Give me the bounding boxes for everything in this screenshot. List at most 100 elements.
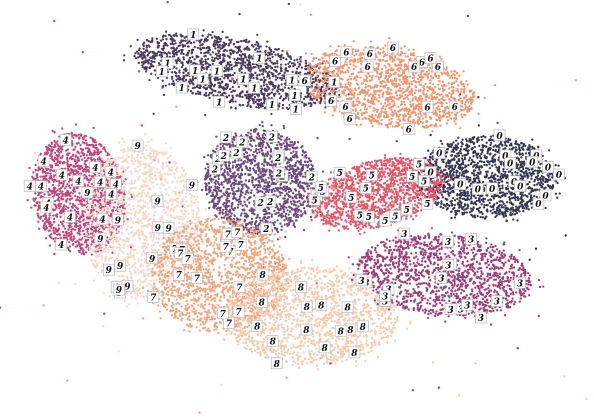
- digit-thumbnail-6: 6: [448, 100, 461, 113]
- digit-glyph: 5: [363, 185, 369, 195]
- digit-glyph: 6: [367, 50, 374, 60]
- digit-glyph: 4: [59, 171, 65, 181]
- digit-thumbnail-4: 4: [64, 211, 76, 224]
- digit-glyph: 2: [214, 155, 221, 165]
- digit-glyph: 7: [237, 241, 244, 251]
- digit-glyph: 3: [447, 306, 453, 316]
- digit-thumbnail-9: 9: [151, 194, 164, 207]
- digit-glyph: 4: [108, 191, 114, 201]
- digit-thumbnail-9: 9: [114, 259, 126, 272]
- cluster-3-points: [218, 121, 545, 392]
- digit-glyph: 2: [274, 154, 281, 164]
- digit-glyph: 5: [337, 169, 343, 179]
- digit-glyph: 1: [269, 101, 275, 111]
- digit-glyph: 6: [435, 63, 442, 73]
- digit-thumbnail-2: 2: [230, 146, 243, 159]
- digit-glyph: 2: [262, 225, 269, 235]
- digit-glyph: 0: [427, 169, 434, 179]
- digit-glyph: 7: [225, 230, 232, 240]
- digit-glyph: 9: [117, 262, 124, 272]
- digit-thumbnail-1: 1: [286, 74, 298, 86]
- digit-glyph: 8: [298, 283, 305, 293]
- digit-thumbnail-1: 1: [189, 64, 201, 77]
- digit-thumbnail-0: 0: [471, 183, 484, 196]
- digit-glyph: 5: [404, 206, 410, 216]
- digit-glyph: 8: [344, 304, 351, 314]
- digit-glyph: 4: [43, 204, 49, 214]
- digit-glyph: 6: [364, 63, 371, 73]
- digit-glyph: 2: [222, 134, 229, 144]
- digit-thumbnail-4: 4: [59, 134, 72, 147]
- digit-thumbnail-9: 9: [94, 232, 107, 245]
- digit-glyph: 7: [226, 319, 233, 329]
- digit-thumbnail-0: 0: [433, 147, 446, 160]
- digit-thumbnail-1: 1: [196, 73, 209, 85]
- digit-glyph: 7: [235, 308, 242, 318]
- digit-glyph: 0: [507, 160, 514, 170]
- digit-glyph: 3: [438, 274, 444, 284]
- digit-thumbnail-7: 7: [181, 252, 194, 265]
- digit-glyph: 9: [84, 189, 91, 199]
- digit-thumbnail-8: 8: [266, 335, 279, 348]
- digit-thumbnail-9: 9: [131, 139, 144, 152]
- digit-glyph: 8: [304, 303, 311, 313]
- digit-thumbnail-4: 4: [94, 175, 106, 188]
- digit-glyph: 8: [360, 323, 367, 333]
- digit-thumbnail-8: 8: [270, 357, 283, 370]
- digit-glyph: 5: [369, 172, 375, 182]
- digit-thumbnail-4: 4: [55, 238, 67, 251]
- digit-glyph: 4: [92, 164, 98, 174]
- digit-glyph: 6: [427, 55, 434, 65]
- digit-thumbnail-8: 8: [348, 346, 361, 359]
- digit-glyph: 5: [421, 177, 427, 187]
- digit-glyph: 1: [164, 60, 170, 70]
- digit-glyph: 9: [154, 197, 161, 207]
- digit-thumbnail-5: 5: [345, 191, 358, 204]
- digit-glyph: 9: [106, 266, 113, 276]
- digit-thumbnail-6: 6: [421, 100, 434, 113]
- digit-thumbnail-6: 6: [329, 55, 341, 68]
- digit-glyph: 1: [240, 76, 246, 86]
- digit-thumbnail-1: 1: [155, 65, 168, 78]
- digit-glyph: 3: [382, 292, 388, 302]
- digit-thumbnail-8: 8: [315, 299, 328, 311]
- digit-glyph: 9: [134, 142, 141, 152]
- digit-thumbnail-2: 2: [217, 149, 230, 162]
- digit-thumbnail-0: 0: [542, 161, 554, 174]
- digit-thumbnail-2: 2: [254, 196, 267, 209]
- digit-glyph: 0: [535, 200, 542, 210]
- digit-glyph: 8: [259, 299, 266, 309]
- digit-glyph: 2: [238, 139, 245, 149]
- digit-thumbnail-0: 0: [454, 178, 467, 191]
- digit-glyph: 3: [445, 262, 451, 272]
- digit-thumbnail-0: 0: [553, 168, 565, 181]
- digit-thumbnail-4: 4: [37, 155, 50, 167]
- digit-glyph: 8: [270, 338, 277, 348]
- digit-thumbnail-0: 0: [532, 197, 545, 210]
- digit-thumbnail-6: 6: [339, 100, 352, 113]
- digit-thumbnail-0: 0: [486, 182, 498, 195]
- digit-glyph: 9: [124, 282, 131, 292]
- digit-glyph: 4: [58, 241, 64, 251]
- digit-glyph: 5: [366, 213, 372, 223]
- digit-glyph: 0: [436, 150, 443, 160]
- digit-thumbnail-2: 2: [260, 222, 273, 235]
- digit-glyph: 4: [113, 181, 119, 191]
- digit-glyph: 8: [321, 344, 328, 354]
- digit-glyph: 6: [419, 59, 426, 69]
- digit-thumbnail-6: 6: [361, 60, 374, 73]
- digit-glyph: 2: [211, 165, 218, 175]
- digit-glyph: 3: [458, 305, 464, 315]
- digit-glyph: 9: [165, 225, 172, 235]
- digit-glyph: 0: [496, 132, 503, 142]
- digit-thumbnail-1: 1: [175, 81, 188, 94]
- digit-glyph: 4: [99, 216, 105, 226]
- digit-thumbnail-8: 8: [295, 280, 307, 293]
- digit-thumbnail-8: 8: [300, 323, 313, 336]
- digit-glyph: 2: [308, 173, 315, 183]
- digit-glyph: 1: [251, 84, 257, 94]
- digit-glyph: 0: [542, 192, 549, 202]
